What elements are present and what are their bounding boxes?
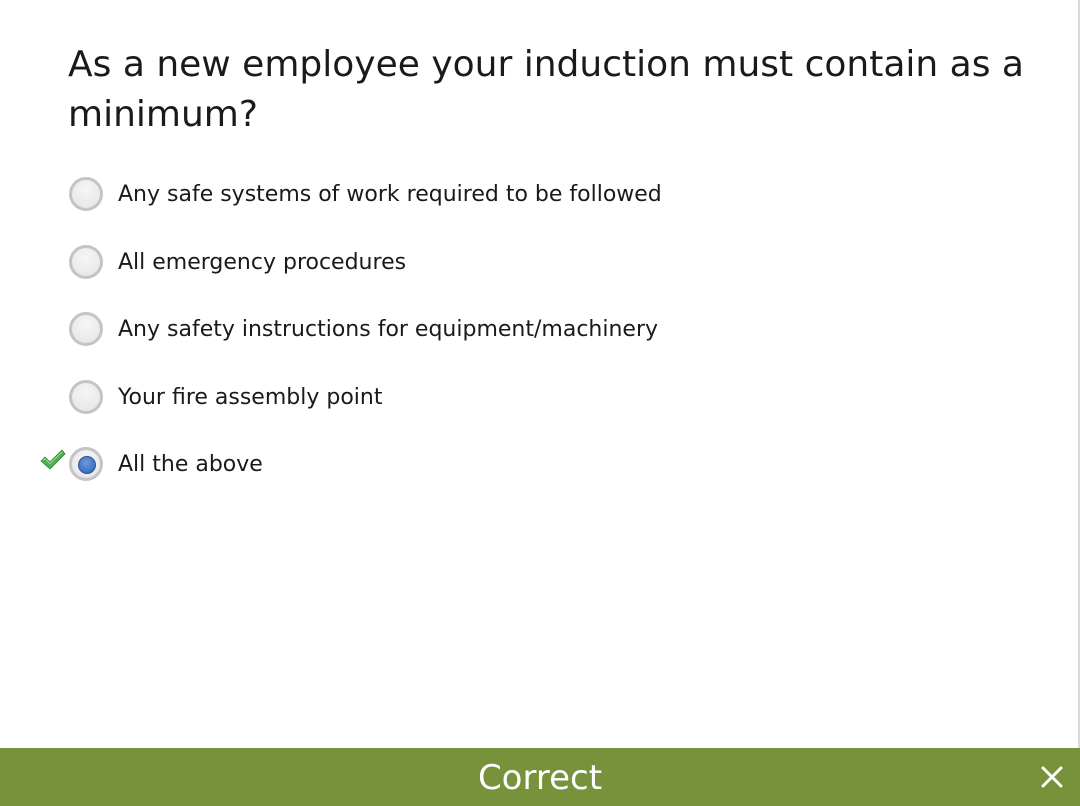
- answer-option-2[interactable]: All emergency procedures: [0, 239, 1000, 307]
- question-text: As a new employee your induction must co…: [68, 44, 1024, 135]
- radio-button[interactable]: [69, 312, 103, 346]
- answer-option-1[interactable]: Any safe systems of work required to be …: [0, 171, 1000, 239]
- radio-button[interactable]: [69, 177, 103, 211]
- slide-edge-divider: [1078, 0, 1080, 748]
- answer-option-label: All emergency procedures: [118, 249, 407, 275]
- radio-button[interactable]: [69, 379, 103, 414]
- answer-option-label: Any safe systems of work required to be …: [118, 182, 662, 207]
- radio-button-selected[interactable]: [69, 447, 103, 481]
- check-icon: [40, 449, 66, 470]
- answer-option-label: Your fire assembly point: [118, 384, 383, 410]
- answer-option-3[interactable]: Any safety instructions for equipment/ma…: [0, 306, 1000, 374]
- answer-options: Any safe systems of work required to be …: [0, 171, 1000, 509]
- answer-option-label: All the above: [118, 452, 263, 477]
- close-icon[interactable]: [1038, 763, 1066, 791]
- answer-option-5[interactable]: All the above: [0, 441, 1000, 509]
- feedback-text: Correct: [477, 758, 603, 798]
- radio-button[interactable]: [69, 244, 103, 279]
- answer-option-label: Any safety instructions for equipment/ma…: [118, 317, 659, 342]
- answer-option-4[interactable]: Your fire assembly point: [0, 374, 1000, 442]
- feedback-bar: Correct: [0, 748, 1080, 806]
